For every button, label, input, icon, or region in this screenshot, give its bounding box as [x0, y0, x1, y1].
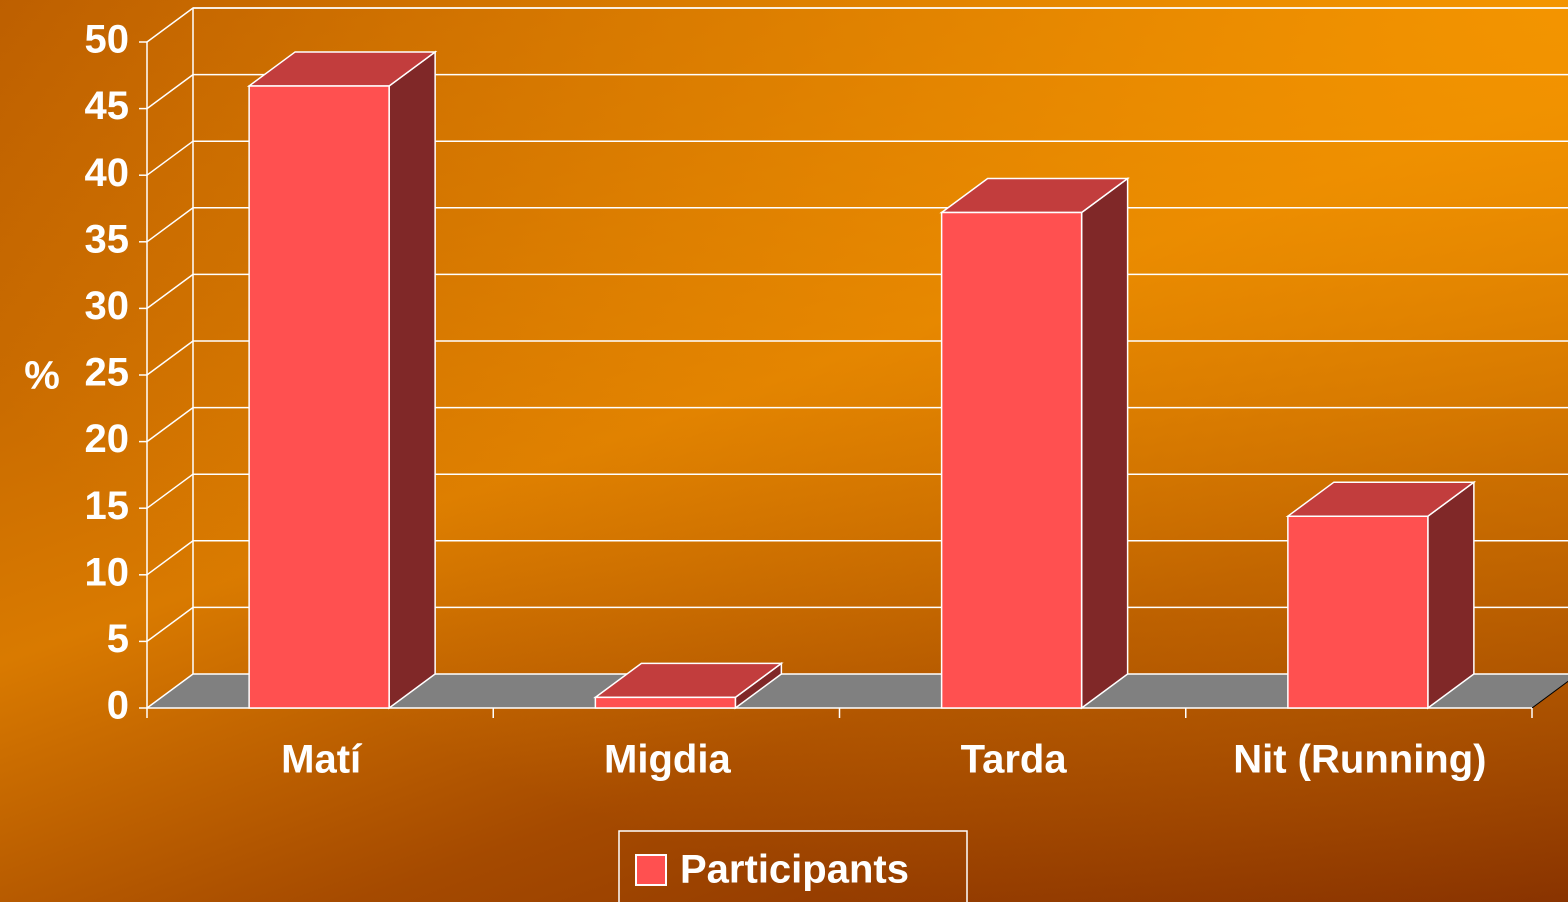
y-tick-label: 0 [107, 684, 129, 728]
y-tick-label: 50 [85, 18, 130, 62]
y-tick-label: 45 [85, 84, 130, 128]
bar-front [595, 697, 735, 708]
x-tick-label: Tarda [961, 738, 1068, 782]
y-tick-label: 35 [85, 217, 130, 261]
bar [1288, 482, 1474, 708]
y-tick-label: 25 [85, 351, 130, 395]
chart: % 0 5 10 15 20 25 30 35 40 45 50 Matí Migdia Tarda Nit… [0, 0, 1568, 902]
x-tick-label: Matí [281, 738, 363, 782]
x-tick-label: Migdia [604, 738, 731, 782]
bar-side [1082, 178, 1128, 708]
y-tick-label: 15 [85, 484, 130, 528]
y-tick-label: 10 [85, 550, 130, 594]
y-axis-label: % [24, 354, 60, 398]
bar-front [249, 86, 389, 708]
y-tick-label: 20 [85, 417, 130, 461]
bar-side [389, 52, 435, 708]
y-tick-label: 30 [85, 284, 130, 328]
bar-side [1428, 482, 1474, 708]
x-tick-label: Nit (Running) [1233, 738, 1486, 782]
page: {"chart_data": {"type": "bar3d", "y_labe… [0, 0, 1568, 902]
bar-front [942, 212, 1082, 708]
bar [249, 52, 435, 708]
legend-swatch [636, 855, 666, 885]
y-tick-label: 40 [85, 151, 130, 195]
bar-front [1288, 516, 1428, 708]
y-tick-label: 5 [107, 617, 129, 661]
bar [942, 178, 1128, 708]
legend-label: Participants [680, 848, 909, 892]
